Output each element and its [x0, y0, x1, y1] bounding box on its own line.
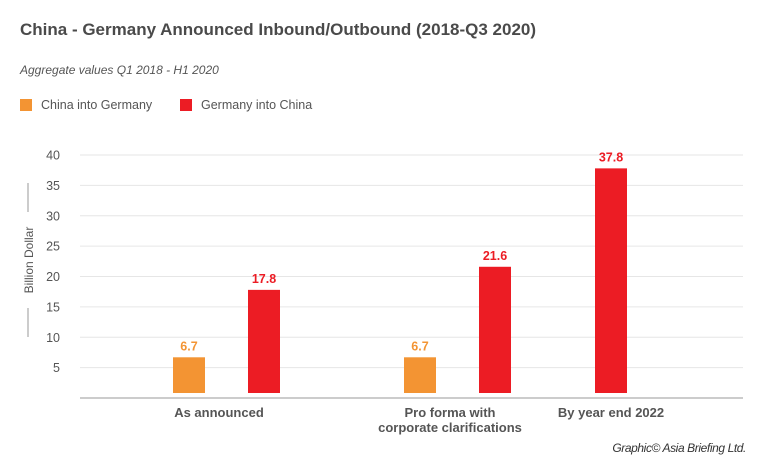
- legend-swatch: [180, 99, 192, 111]
- data-label: 37.8: [599, 150, 623, 164]
- bar: [173, 357, 205, 393]
- legend-label: Germany into China: [201, 98, 313, 112]
- y-tick-label: 25: [46, 240, 60, 254]
- bar: [479, 266, 511, 393]
- legend-item-germany-into-china: Germany into China: [180, 98, 312, 112]
- data-label: 21.6: [483, 249, 507, 263]
- x-category-label: Pro forma with: [404, 405, 495, 420]
- y-tick-label: 35: [46, 179, 60, 193]
- chart-title: China - Germany Announced Inbound/Outbou…: [20, 20, 537, 39]
- y-tick-label: 15: [46, 300, 60, 314]
- y-tick-label: 10: [46, 331, 60, 345]
- legend-label: China into Germany: [41, 98, 153, 112]
- x-category-label: As announced: [174, 405, 264, 420]
- y-axis-label: Billion Dollar: [22, 227, 36, 294]
- legend-item-china-into-germany: China into Germany: [20, 98, 152, 112]
- y-tick-label: 40: [46, 149, 60, 163]
- data-label: 17.8: [252, 272, 276, 286]
- y-tick-label: 5: [53, 361, 60, 375]
- bar: [404, 357, 436, 393]
- y-tick-label: 20: [46, 270, 60, 284]
- chart-subtitle: Aggregate values Q1 2018 - H1 2020: [20, 63, 219, 77]
- bar: [248, 289, 280, 393]
- data-label: 6.7: [411, 339, 428, 353]
- legend-swatch: [20, 99, 32, 111]
- data-label: 6.7: [180, 339, 197, 353]
- bar: [595, 168, 627, 393]
- x-category-label: corporate clarifications: [378, 420, 522, 435]
- x-category-label: By year end 2022: [558, 405, 664, 420]
- y-tick-label: 30: [46, 209, 60, 223]
- credit-text: Graphic© Asia Briefing Ltd.: [612, 441, 746, 455]
